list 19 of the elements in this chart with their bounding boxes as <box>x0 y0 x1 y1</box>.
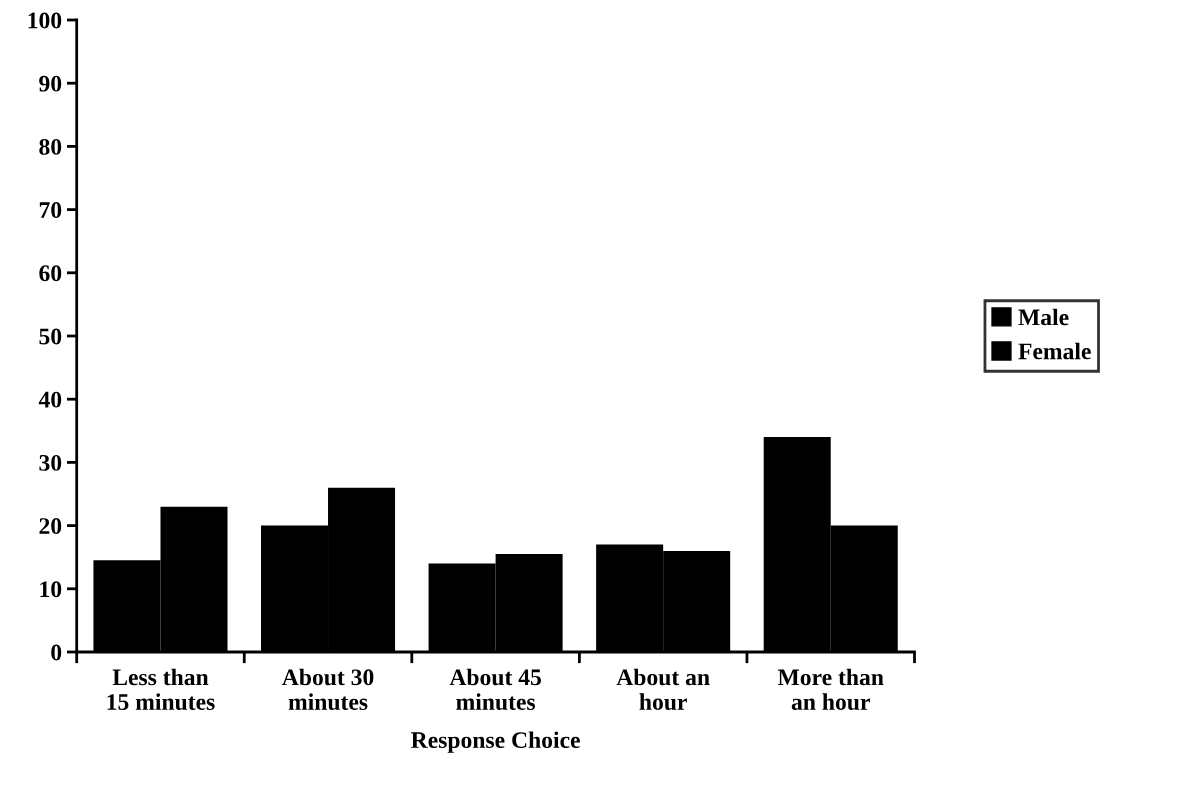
x-tick-label: More than an hour <box>777 668 884 711</box>
y-tick-label: 100 <box>28 12 62 29</box>
x-axis-title: Response Choice <box>411 731 580 753</box>
y-tick-label: 20 <box>39 518 62 535</box>
y-tick-label: 40 <box>38 391 62 408</box>
x-tick-label: About an hour <box>616 668 710 711</box>
y-tick-label: 50 <box>39 328 62 345</box>
y-tick-label: 60 <box>39 265 62 282</box>
y-tick-label: 70 <box>39 202 62 219</box>
y-tick-label: 80 <box>39 138 62 155</box>
y-tick-label: 0 <box>51 644 62 661</box>
legend-label: Female <box>1018 342 1091 360</box>
y-tick-label: 30 <box>39 454 62 471</box>
x-tick-label: Less than 15 minutes <box>107 668 215 711</box>
x-tick-label: About 45 minutes <box>449 668 541 711</box>
y-tick-label: 10 <box>40 581 62 598</box>
legend-label: Male <box>1018 308 1069 326</box>
x-tick-label: About 30 minutes <box>282 668 374 711</box>
y-tick-label: 90 <box>39 75 62 92</box>
